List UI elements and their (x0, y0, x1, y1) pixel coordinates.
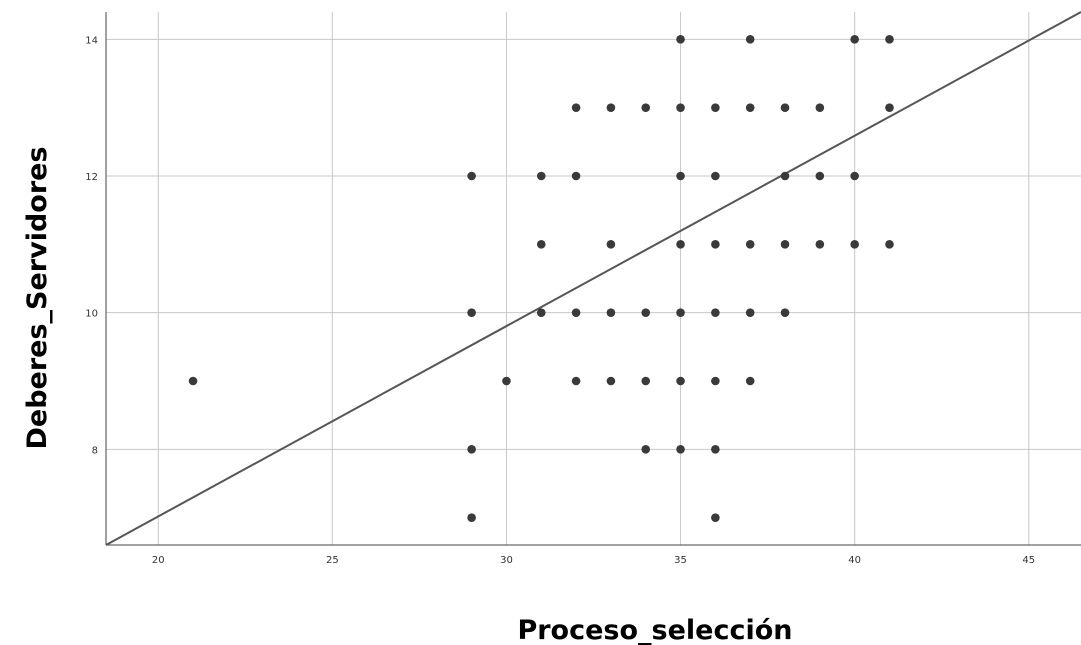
data-point (885, 240, 894, 249)
data-point (745, 103, 755, 112)
x-tick-label: 45 (1022, 555, 1035, 566)
data-point (711, 103, 720, 112)
tick-labels: 20 25 30 35 40 45 8 10 12 14 (85, 35, 1035, 566)
data-point (606, 308, 616, 317)
data-point (571, 308, 581, 317)
x-tick-label: 40 (848, 555, 861, 566)
data-point (780, 240, 790, 249)
data-point (676, 103, 685, 112)
data-point (571, 171, 581, 181)
data-point (606, 376, 616, 386)
data-point (711, 240, 720, 249)
data-point (780, 308, 790, 317)
data-point (606, 240, 616, 249)
data-point (606, 103, 616, 112)
axis-layer (105, 12, 1081, 546)
data-point (536, 171, 546, 181)
x-tick-label: 35 (674, 555, 687, 566)
data-point (467, 445, 476, 454)
x-tick-label: 20 (152, 555, 165, 566)
data-point (188, 376, 198, 386)
x-axis-title: Proceso_selección (517, 615, 792, 645)
data-point (502, 376, 511, 386)
data-point (780, 103, 790, 112)
x-tick-label: 30 (500, 555, 513, 566)
data-point (711, 445, 720, 454)
y-tick-label: 12 (85, 172, 98, 183)
x-tick-label: 25 (326, 555, 339, 566)
data-point (641, 376, 651, 386)
data-point (571, 103, 581, 112)
data-point (676, 171, 685, 181)
data-point (641, 308, 651, 317)
grid-layer (106, 12, 1081, 545)
data-point (536, 240, 546, 249)
data-point (885, 103, 894, 112)
data-point (676, 445, 685, 454)
data-point (711, 513, 720, 522)
data-point (641, 445, 651, 454)
y-tick-label: 8 (92, 445, 98, 456)
data-point (711, 171, 720, 181)
data-point (467, 513, 476, 522)
data-point (745, 240, 755, 249)
data-point (676, 308, 685, 317)
data-point (467, 171, 476, 181)
data-point (850, 171, 859, 181)
data-point (676, 240, 685, 249)
data-points (188, 35, 894, 522)
data-point (711, 308, 720, 317)
data-point (745, 308, 755, 317)
data-point (885, 35, 894, 44)
data-point (815, 103, 825, 112)
data-point (711, 376, 720, 386)
data-point (850, 35, 859, 44)
data-point (676, 35, 685, 44)
regression-line (105, 11, 1081, 546)
data-point (745, 35, 755, 44)
data-point (641, 103, 651, 112)
data-point (815, 171, 825, 181)
data-point (467, 308, 476, 317)
y-tick-label: 14 (85, 35, 98, 46)
y-axis-title: Deberes_Servidores (22, 146, 53, 449)
data-point (850, 240, 859, 249)
data-point (780, 171, 790, 181)
y-tick-label: 10 (85, 309, 98, 320)
data-point (676, 376, 685, 386)
data-point (745, 376, 755, 386)
data-point (536, 308, 546, 317)
data-point (815, 240, 825, 249)
data-point (571, 376, 581, 386)
fit-line-layer (105, 11, 1081, 546)
